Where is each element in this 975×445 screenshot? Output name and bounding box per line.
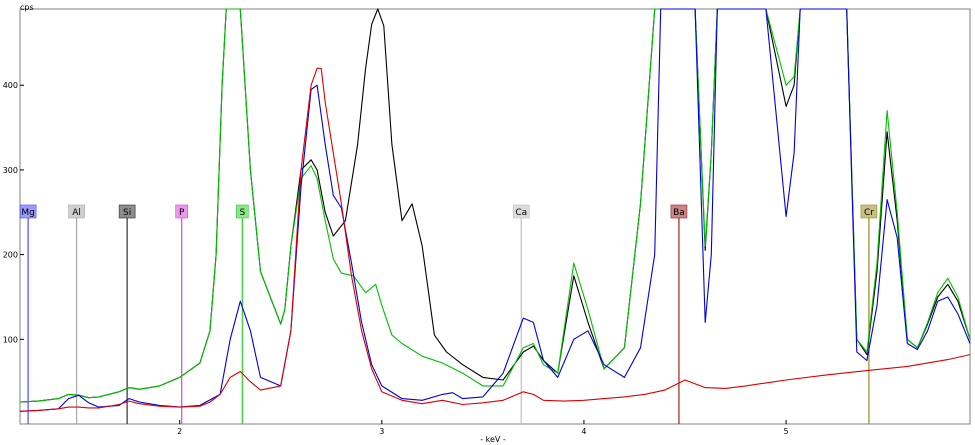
element-label: Cr: [864, 208, 874, 218]
x-tick-label: 4: [581, 427, 586, 436]
element-label: Si: [123, 208, 131, 218]
y-tick-label: 100: [3, 335, 18, 344]
element-label-box: [175, 204, 189, 219]
element-label: P: [179, 208, 185, 218]
element-labels-layer: Mg Al Si P S Ca Ba Cr: [19, 204, 878, 219]
series-line: [19, 8, 971, 412]
element-label-box: [860, 204, 878, 219]
element-label-box: [118, 204, 136, 219]
y-tick-label: 300: [3, 166, 18, 175]
element-label-box: [512, 204, 530, 219]
y-tick-label: 400: [3, 81, 18, 90]
y-axis-label: cps: [20, 3, 34, 12]
element-label: Al: [72, 208, 81, 218]
element-label-box: [19, 204, 37, 219]
element-label: Ca: [515, 208, 527, 218]
series-line: [19, 67, 971, 412]
element-label: Ba: [673, 208, 685, 218]
x-tick-label: 5: [784, 427, 789, 436]
x-tick-label: 3: [379, 427, 384, 436]
series-layer: [19, 8, 971, 412]
element-label-box: [68, 204, 85, 219]
y-tick-label: 200: [3, 251, 18, 260]
element-label-box: [236, 204, 249, 219]
x-axis-label: - keV -: [480, 435, 506, 444]
element-label: Mg: [21, 208, 34, 218]
x-tick-label: 2: [177, 427, 182, 436]
element-label: S: [239, 208, 245, 218]
element-label-box: [670, 204, 688, 219]
element-markers-layer: [27, 218, 870, 424]
